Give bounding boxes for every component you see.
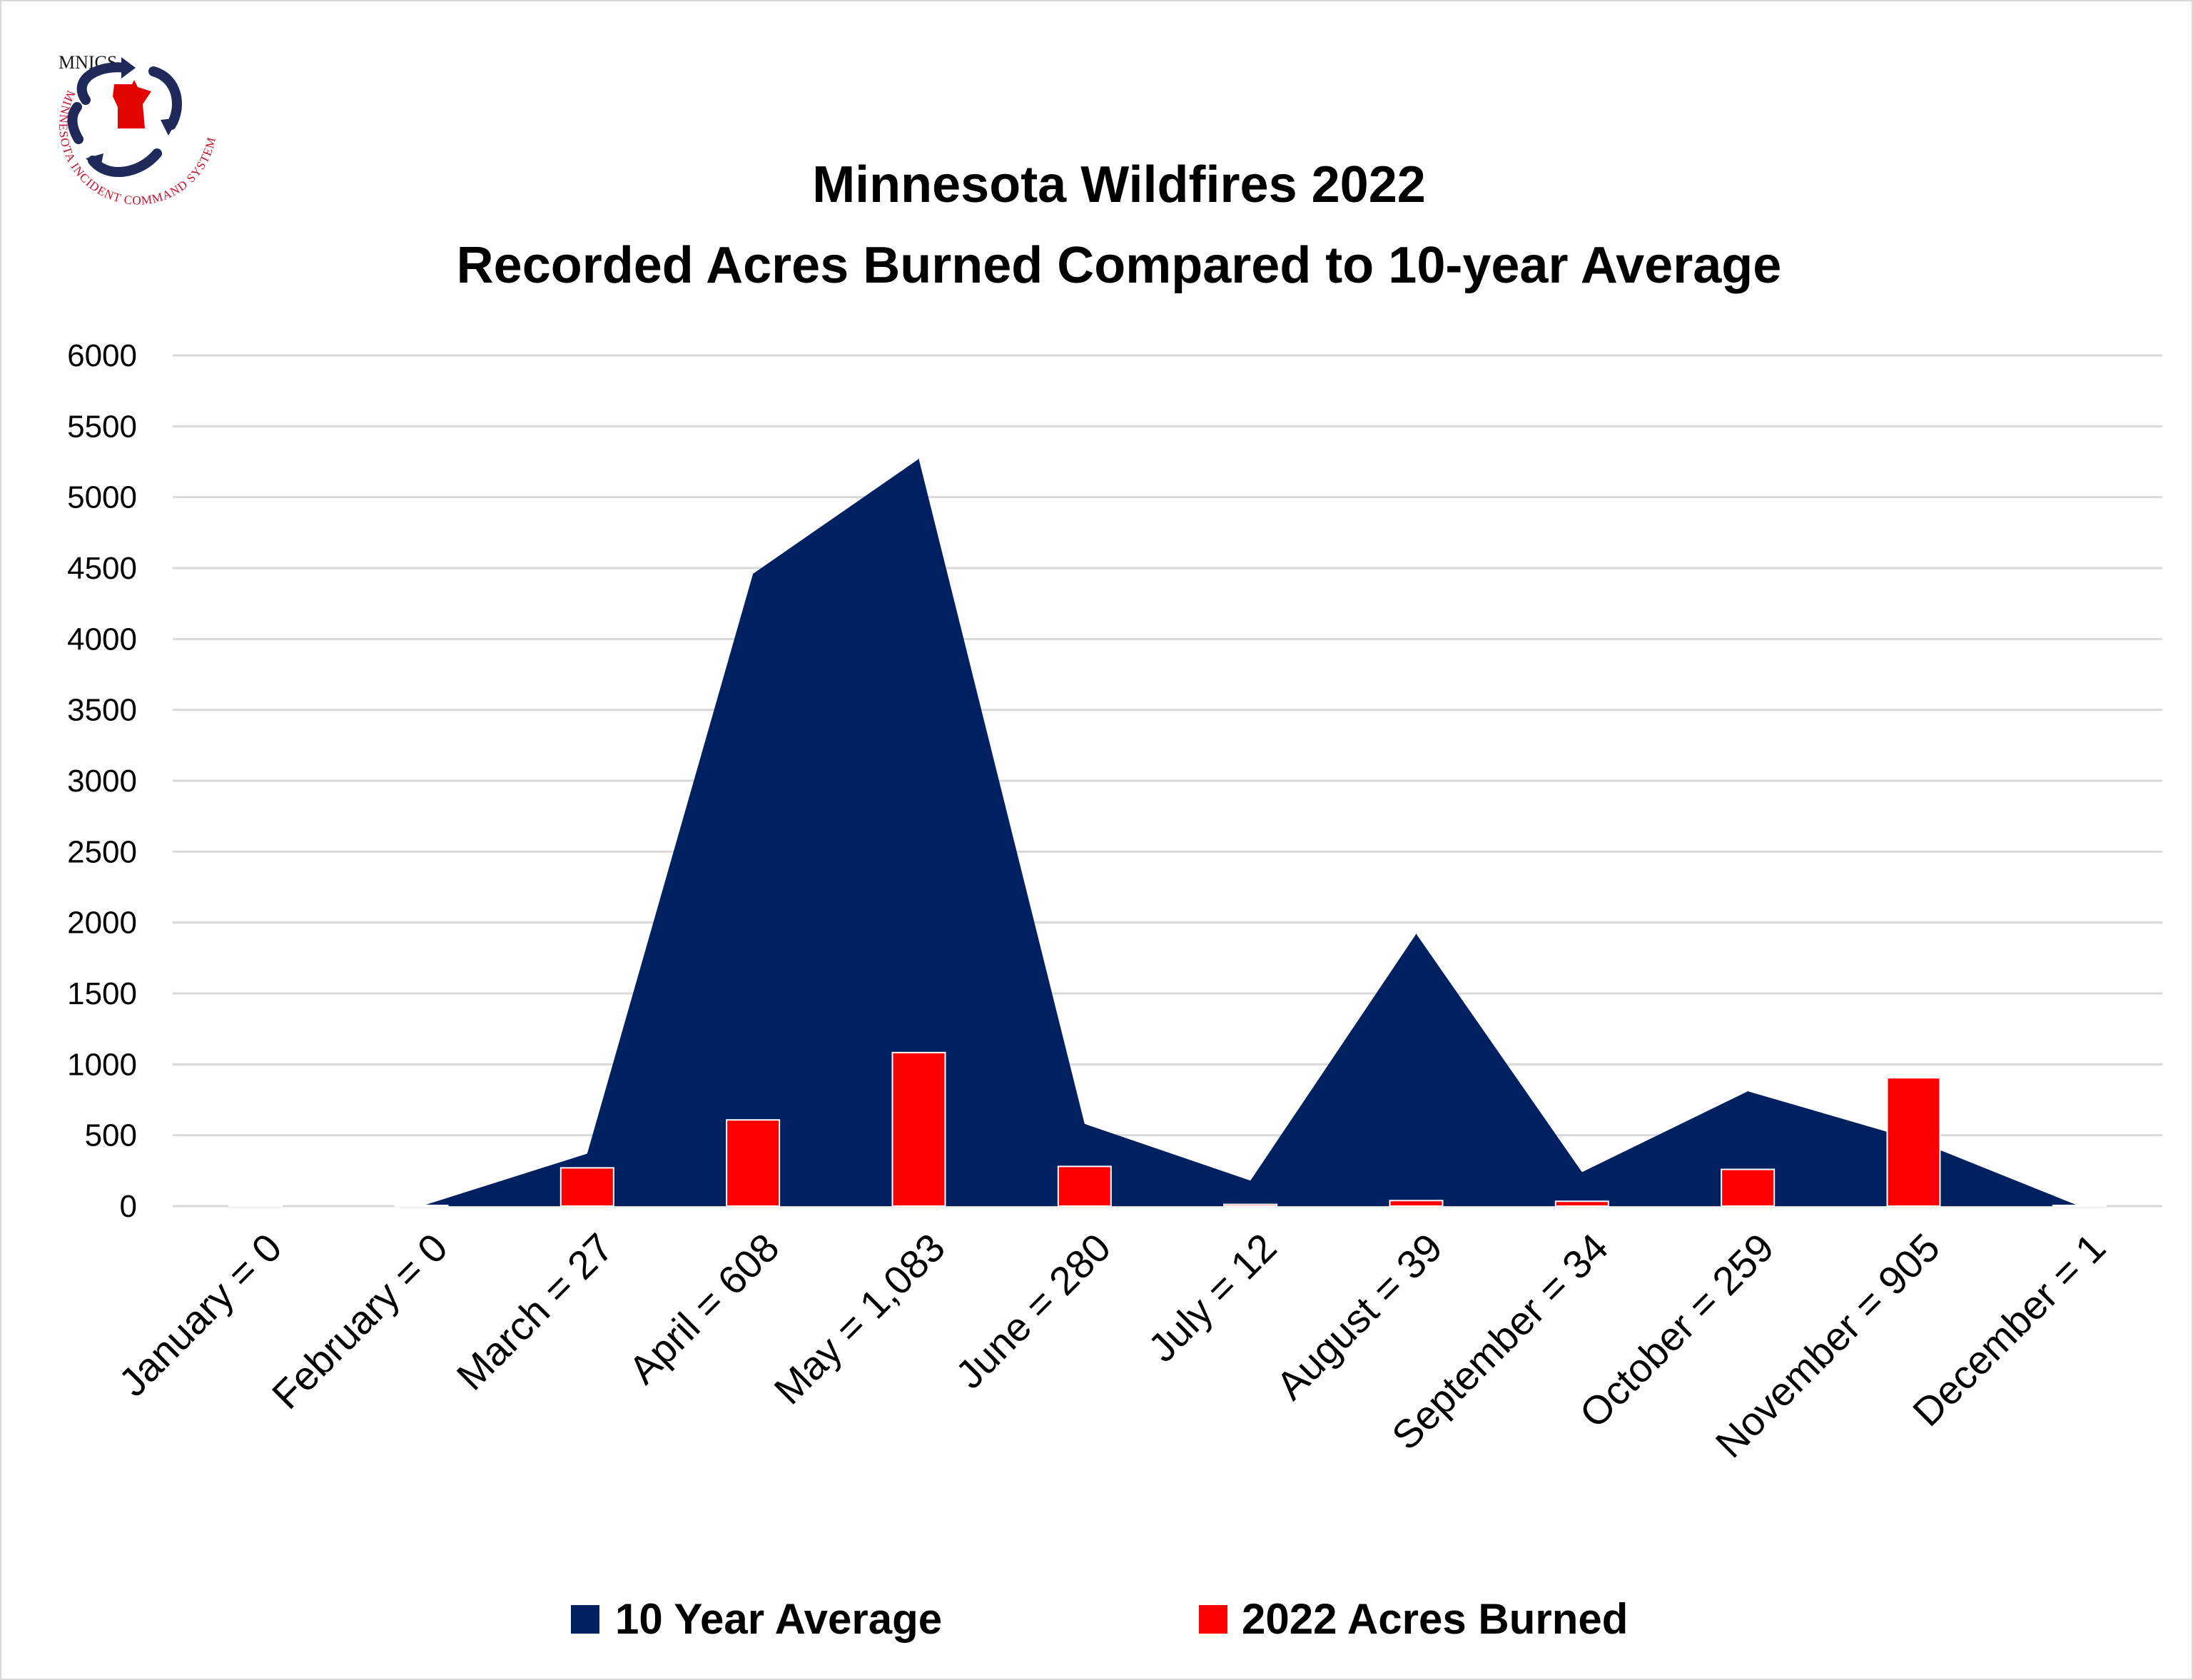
- bar-2022-acres-burned: [1554, 1200, 1609, 1208]
- legend-swatch-10-year-average: [571, 1605, 599, 1634]
- bar-2022-acres-burned: [559, 1167, 614, 1207]
- x-tick-label: February = 0: [263, 1225, 456, 1417]
- bar-2022-acres-burned: [891, 1051, 946, 1207]
- y-axis-ticks: 0 500 1000 1500 2000 2500 3000 3500 4000 4500 5000…: [67, 338, 137, 1224]
- bar-2022-acres-burned: [1721, 1168, 1776, 1207]
- y-tick-label: 4000: [67, 622, 137, 657]
- x-tick-label: July = 12: [1140, 1225, 1285, 1370]
- y-tick-label: 2500: [67, 834, 137, 869]
- area-point: [1416, 933, 1417, 935]
- y-tick-label: 3500: [67, 693, 137, 728]
- x-tick-label: May = 1,083: [765, 1225, 953, 1413]
- legend-swatch-2022-acres-burned: [1199, 1605, 1227, 1634]
- bar-2022-acres-burned: [2052, 1205, 2107, 1207]
- y-tick-label: 1500: [67, 976, 137, 1011]
- x-tick-label: June = 280: [947, 1225, 1120, 1397]
- area-point: [752, 573, 754, 575]
- x-tick-label: March = 27: [448, 1225, 622, 1399]
- logo-arrow-icon: [148, 66, 182, 130]
- x-tick-label: January = 0: [110, 1225, 290, 1405]
- bar-series-2022-acres-burned: [228, 1051, 2107, 1208]
- y-tick-label: 5500: [67, 409, 137, 444]
- area-point: [1250, 1180, 1251, 1181]
- area-10-year-average: [255, 459, 2080, 1207]
- y-tick-label: 4500: [67, 551, 137, 586]
- area-point: [1084, 1123, 1085, 1125]
- mnics-logo: MNICS MINNESOTA INCIDENT COMMAND SYSTEM: [56, 52, 218, 208]
- bar-2022-acres-burned: [394, 1205, 449, 1207]
- chart-title-line-2: Recorded Acres Burned Compared to 10-yea…: [457, 237, 1782, 294]
- y-tick-label: 6000: [67, 338, 137, 373]
- legend: 10 Year Average 2022 Acres Burned: [571, 1595, 1628, 1643]
- logo-arrow-icon: [67, 102, 83, 144]
- y-tick-label: 500: [85, 1118, 137, 1153]
- bar-2022-acres-burned: [726, 1119, 781, 1208]
- gridlines: [173, 354, 2162, 1208]
- y-tick-label: 5000: [67, 480, 137, 515]
- y-tick-label: 2000: [67, 906, 137, 941]
- bar-2022-acres-burned: [1389, 1200, 1444, 1207]
- area-point: [918, 458, 919, 460]
- legend-label-10-year-average: 10 Year Average: [615, 1595, 942, 1643]
- bar-2022-acres-burned: [1057, 1165, 1112, 1207]
- y-tick-label: 0: [120, 1189, 137, 1224]
- chart-title-line-1: Minnesota Wildfires 2022: [812, 156, 1426, 213]
- bar-2022-acres-burned: [228, 1205, 283, 1207]
- y-tick-label: 3000: [67, 764, 137, 799]
- logo-arrow-icon: [76, 62, 130, 105]
- minnesota-state-icon: [113, 80, 151, 128]
- y-tick-label: 1000: [67, 1047, 137, 1082]
- x-tick-label: August = 39: [1267, 1225, 1451, 1408]
- bar-2022-acres-burned: [1223, 1203, 1278, 1207]
- area-point: [1581, 1171, 1583, 1173]
- legend-label-2022-acres-burned: 2022 Acres Burned: [1242, 1595, 1628, 1643]
- area-series-10-year-average: [255, 458, 2080, 1207]
- x-tick-label: April = 608: [620, 1225, 788, 1392]
- bar-2022-acres-burned: [1886, 1077, 1941, 1207]
